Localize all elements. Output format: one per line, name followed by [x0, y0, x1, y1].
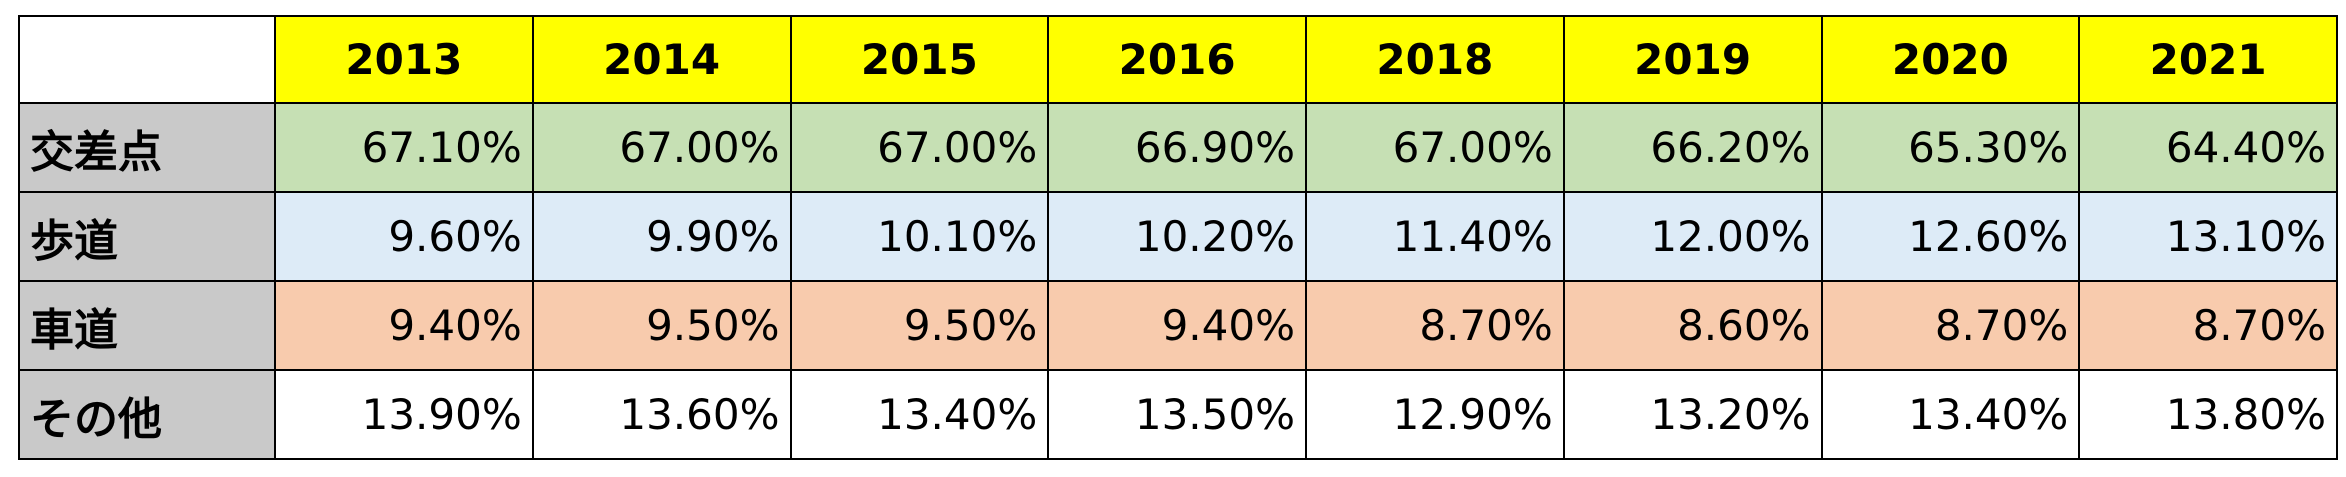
value-cell: 8.70%	[1305, 280, 1565, 371]
value-cell: 9.50%	[789, 280, 1050, 371]
value-cell: 67.00%	[789, 102, 1050, 193]
data-row: 車道 9.40% 9.50% 9.50% 9.40% 8.70% 8.60% 8.70% 8.7…	[18, 280, 2338, 371]
row-label: 車道	[18, 280, 276, 371]
value-cell: 13.40%	[789, 369, 1050, 460]
value-cell: 13.90%	[274, 369, 534, 460]
year-header: 2019	[1562, 15, 1823, 104]
value-cell: 9.50%	[531, 280, 792, 371]
value-cell: 65.30%	[1820, 102, 2081, 193]
value-cell: 12.90%	[1305, 369, 1565, 460]
year-header: 2013	[274, 15, 534, 104]
data-table: 2013 2014 2015 2016 2018 2019 2020 2021 交差点 67.1…	[18, 15, 2338, 460]
value-cell: 9.40%	[1047, 280, 1307, 371]
year-header: 2014	[531, 15, 792, 104]
value-cell: 13.40%	[1820, 369, 2081, 460]
value-cell: 13.20%	[1562, 369, 1823, 460]
year-header: 2021	[2078, 15, 2338, 104]
table-body: 交差点 67.10% 67.00% 67.00% 66.90% 67.00% 66.20% 6…	[18, 102, 2338, 460]
value-cell: 9.90%	[531, 191, 792, 282]
data-row: 交差点 67.10% 67.00% 67.00% 66.90% 67.00% 66.20% 6…	[18, 102, 2338, 193]
value-cell: 9.40%	[274, 280, 534, 371]
value-cell: 12.60%	[1820, 191, 2081, 282]
year-header: 2018	[1305, 15, 1565, 104]
value-cell: 13.80%	[2078, 369, 2338, 460]
value-cell: 8.70%	[2078, 280, 2338, 371]
value-cell: 10.10%	[789, 191, 1050, 282]
value-cell: 66.90%	[1047, 102, 1307, 193]
row-label: その他	[18, 369, 276, 460]
data-row: 歩道 9.60% 9.90% 10.10% 10.20% 11.40% 12.00% 12.6…	[18, 191, 2338, 282]
value-cell: 67.10%	[274, 102, 534, 193]
year-header: 2015	[789, 15, 1050, 104]
value-cell: 64.40%	[2078, 102, 2338, 193]
value-cell: 67.00%	[1305, 102, 1565, 193]
row-label: 歩道	[18, 191, 276, 282]
year-header: 2016	[1047, 15, 1307, 104]
value-cell: 13.10%	[2078, 191, 2338, 282]
value-cell: 10.20%	[1047, 191, 1307, 282]
value-cell: 13.60%	[531, 369, 792, 460]
value-cell: 66.20%	[1562, 102, 1823, 193]
data-row: その他 13.90% 13.60% 13.40% 13.50% 12.90% 13.20% 1…	[18, 369, 2338, 460]
corner-cell	[18, 15, 276, 104]
value-cell: 8.70%	[1820, 280, 2081, 371]
value-cell: 11.40%	[1305, 191, 1565, 282]
value-cell: 8.60%	[1562, 280, 1823, 371]
header-row: 2013 2014 2015 2016 2018 2019 2020 2021	[18, 15, 2338, 104]
row-label: 交差点	[18, 102, 276, 193]
value-cell: 12.00%	[1562, 191, 1823, 282]
year-header: 2020	[1820, 15, 2081, 104]
value-cell: 67.00%	[531, 102, 792, 193]
value-cell: 9.60%	[274, 191, 534, 282]
value-cell: 13.50%	[1047, 369, 1307, 460]
